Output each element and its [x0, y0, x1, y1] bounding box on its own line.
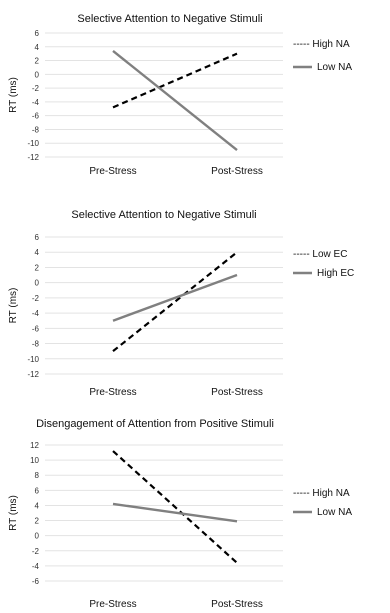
x-category-label: Post-Stress — [211, 599, 263, 610]
y-tick-label: 8 — [35, 471, 40, 480]
y-tick-label: -4 — [32, 98, 40, 107]
series-line-high-na — [112, 450, 238, 564]
y-tick-label: 6 — [35, 29, 40, 38]
y-tick-label: 2 — [35, 517, 40, 526]
y-tick-label: -4 — [32, 562, 40, 571]
x-category-label: Post-Stress — [211, 387, 263, 398]
y-tick-label: 0 — [35, 70, 40, 79]
y-tick-label: -12 — [27, 370, 39, 379]
x-category-label: Pre-Stress — [89, 387, 136, 398]
chart-3: Disengagement of Attention from Positive… — [8, 418, 352, 610]
chart-title: Selective Attention to Negative Stimuli — [77, 13, 262, 25]
x-category-label: Pre-Stress — [89, 166, 136, 177]
y-tick-label: -2 — [32, 294, 40, 303]
series-line-high-ec — [112, 273, 238, 322]
legend-label: ----- High NA — [293, 39, 350, 50]
y-tick-label: 4 — [35, 248, 40, 257]
y-tick-label: -8 — [32, 125, 40, 134]
y-tick-label: 2 — [35, 263, 40, 272]
y-tick-label: 4 — [35, 43, 40, 52]
legend-label: ----- High NA — [293, 488, 350, 499]
y-tick-label: -10 — [27, 355, 39, 364]
y-tick-label: -6 — [32, 324, 40, 333]
y-axis-label: RT (ms) — [8, 77, 19, 113]
chart-2: Selective Attention to Negative Stimuli 6… — [8, 209, 354, 398]
y-tick-label: -6 — [32, 577, 40, 586]
y-tick-label: 4 — [35, 501, 40, 510]
y-tick-label: 12 — [30, 441, 39, 450]
legend-label: ----- Low EC — [293, 249, 347, 260]
y-tick-label: -4 — [32, 309, 40, 318]
legend-label: Low NA — [317, 62, 352, 73]
x-category-label: Post-Stress — [211, 166, 263, 177]
series-line-high-na — [112, 52, 238, 109]
y-tick-label: 2 — [35, 57, 40, 66]
chart-title: Disengagement of Attention from Positive… — [36, 418, 274, 430]
legend-label: Low NA — [317, 507, 352, 518]
y-tick-label: -2 — [32, 84, 40, 93]
y-tick-label: -2 — [32, 547, 40, 556]
y-tick-label: 6 — [35, 486, 40, 495]
series-line-low-na — [112, 49, 238, 152]
y-axis-label: RT (ms) — [8, 495, 19, 531]
chart-title: Selective Attention to Negative Stimuli — [71, 209, 256, 221]
y-tick-label: 0 — [35, 532, 40, 541]
y-tick-label: 10 — [30, 456, 39, 465]
chart-1: Selective Attention to Negative Stimuli 6… — [8, 13, 352, 177]
y-tick-label: 6 — [35, 233, 40, 242]
y-tick-label: -12 — [27, 153, 39, 162]
x-category-label: Pre-Stress — [89, 599, 136, 610]
y-tick-label: -6 — [32, 112, 40, 121]
series-line-low-na — [112, 502, 238, 523]
y-tick-label: -10 — [27, 139, 39, 148]
series-line-low-ec — [112, 251, 238, 353]
y-tick-label: -8 — [32, 340, 40, 349]
y-axis-label: RT (ms) — [8, 288, 19, 324]
legend-label: High EC — [317, 268, 354, 279]
y-tick-label: 0 — [35, 279, 40, 288]
